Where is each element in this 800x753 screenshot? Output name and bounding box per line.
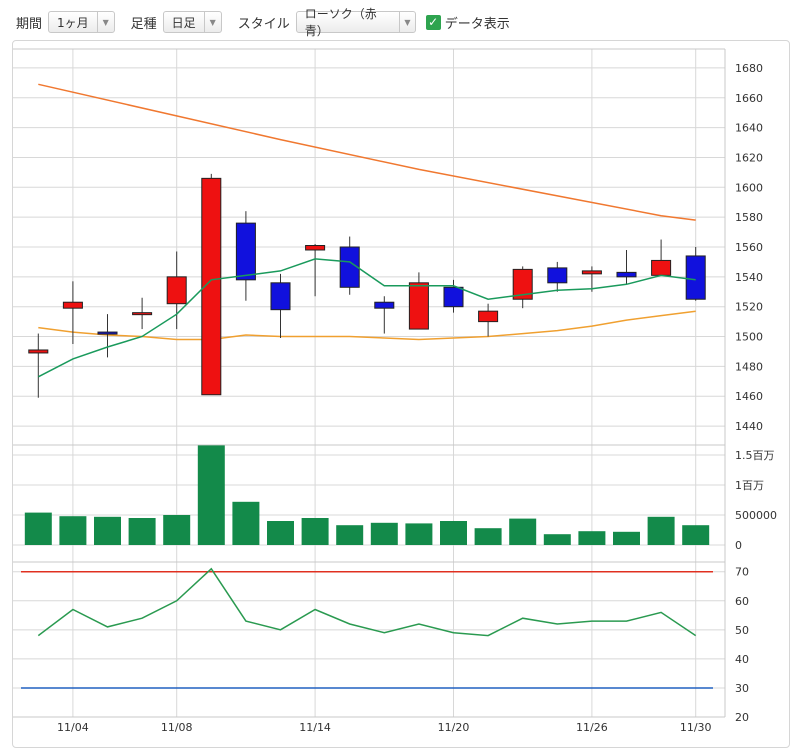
style-select-value: ローソク（赤青） <box>304 7 377 38</box>
show-data-checkbox[interactable]: ✓ <box>425 14 441 30</box>
date-tick-label: 11/26 <box>576 721 608 734</box>
candle-type-select-value: 日足 <box>171 15 196 30</box>
chevron-down-icon: ▼ <box>399 12 414 32</box>
price-tick-label: 1520 <box>735 301 763 314</box>
candle-body <box>547 267 568 284</box>
volume-bar <box>24 512 52 545</box>
candle-body <box>339 246 360 288</box>
date-tick-label: 11/14 <box>299 721 331 734</box>
candle-body <box>685 255 706 300</box>
price-tick-label: 1480 <box>735 360 763 373</box>
chevron-down-icon: ▼ <box>203 12 221 32</box>
candle-body <box>62 301 83 309</box>
price-tick-label: 1660 <box>735 92 763 105</box>
volume-bar <box>301 518 329 545</box>
style-select[interactable]: ローソク（赤青） ▼ <box>295 7 416 38</box>
candle-body <box>132 312 153 316</box>
candle-body <box>443 286 464 308</box>
moving-average-mid <box>38 83 696 221</box>
candle-body <box>28 349 49 354</box>
volume-bar <box>94 516 121 545</box>
candle-type-label: 足種 <box>130 16 157 32</box>
volume-bar <box>405 523 433 545</box>
volume-bar <box>197 445 225 545</box>
volume-bar <box>474 528 502 545</box>
volume-bar <box>163 515 191 545</box>
price-tick-label: 1580 <box>735 211 763 224</box>
rsi-tick-label: 50 <box>735 624 749 637</box>
date-tick-label: 11/04 <box>57 721 89 734</box>
rsi-tick-label: 40 <box>735 653 749 666</box>
candle-body <box>235 222 256 281</box>
price-tick-label: 1500 <box>735 331 763 344</box>
price-tick-label: 1460 <box>735 390 763 403</box>
volume-bar <box>543 534 571 545</box>
candle-body <box>651 259 672 276</box>
date-tick-label: 11/20 <box>438 721 470 734</box>
price-tick-label: 1620 <box>735 151 763 164</box>
stock-chart: 1440 1460 1480 1500 1520 1540 1560 1580 1600 1620… <box>13 48 777 734</box>
volume-tick-label: 1百万 <box>735 479 764 492</box>
volume-bar <box>578 531 606 545</box>
chevron-down-icon: ▼ <box>96 12 114 32</box>
volume-bar <box>647 516 675 545</box>
rsi-tick-label: 70 <box>735 566 749 579</box>
period-select[interactable]: 1ヶ月 ▼ <box>48 11 115 33</box>
candle-body <box>270 282 291 311</box>
rsi-tick-label: 20 <box>735 711 749 724</box>
price-tick-label: 1440 <box>735 420 763 433</box>
moving-average-short <box>37 258 696 378</box>
chart-toolbar: 期間 1ヶ月 ▼ 足種 日足 ▼ スタイル ローソク（赤青） ▼ ✓ データ表示 <box>0 0 800 44</box>
style-label: スタイル <box>237 16 290 32</box>
volume-bar <box>682 525 710 545</box>
volume-bar <box>336 525 364 545</box>
moving-average-long <box>38 310 696 341</box>
price-panel <box>28 83 706 398</box>
grid <box>13 48 726 718</box>
date-tick-label: 11/08 <box>161 721 193 734</box>
candle-body <box>374 301 395 309</box>
axes: 1440 1460 1480 1500 1520 1540 1560 1580 1600 1620… <box>57 62 777 734</box>
candle-body <box>201 177 222 396</box>
candle-body <box>408 282 429 330</box>
period-select-value: 1ヶ月 <box>57 15 89 30</box>
volume-tick-label: 500000 <box>735 509 777 522</box>
volume-bar <box>59 516 87 545</box>
show-data-label[interactable]: データ表示 <box>444 16 510 32</box>
price-tick-label: 1560 <box>735 241 763 254</box>
price-tick-label: 1680 <box>735 62 763 75</box>
chart-frame: 1440 1460 1480 1500 1520 1540 1560 1580 1600 1620… <box>12 40 790 748</box>
candle-type-select[interactable]: 日足 ▼ <box>162 11 222 33</box>
candle-body <box>97 331 118 335</box>
rsi-tick-label: 30 <box>735 682 749 695</box>
volume-tick-label: 1.5百万 <box>735 449 775 462</box>
volume-bar <box>509 518 537 545</box>
candle-body <box>166 276 187 305</box>
rsi-line <box>37 567 697 637</box>
candle-body <box>512 268 533 300</box>
volume-bar <box>613 531 640 545</box>
volume-bar <box>440 521 467 545</box>
candle-body <box>616 271 637 278</box>
volume-panel <box>24 445 710 545</box>
period-label: 期間 <box>16 16 43 32</box>
candle-body <box>305 245 326 251</box>
volume-bar <box>370 522 398 545</box>
price-tick-label: 1540 <box>735 271 763 284</box>
date-tick-label: 11/30 <box>680 721 712 734</box>
rsi-tick-label: 60 <box>735 595 749 608</box>
price-tick-label: 1640 <box>735 122 763 135</box>
rsi-panel <box>21 567 713 689</box>
volume-bar <box>128 518 156 545</box>
volume-bar <box>232 501 260 545</box>
volume-tick-label: 0 <box>735 539 742 552</box>
price-tick-label: 1600 <box>735 181 763 194</box>
candle-body <box>478 310 499 323</box>
volume-bar <box>267 521 294 545</box>
candle-body <box>581 270 602 275</box>
